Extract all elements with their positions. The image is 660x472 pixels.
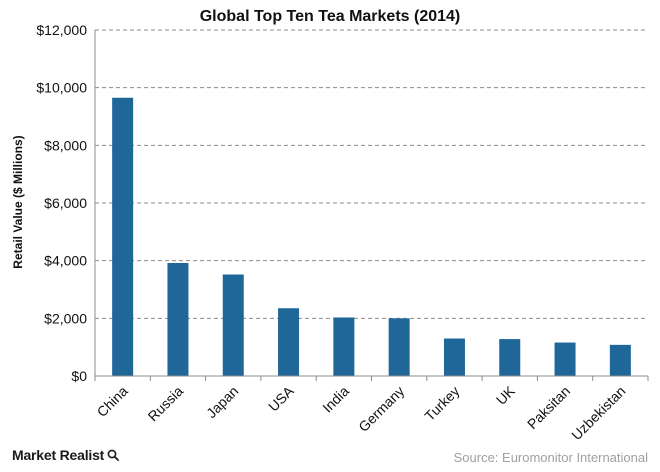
y-tick-label: $10,000 bbox=[36, 80, 87, 96]
x-tick-label: Uzbekistan bbox=[568, 383, 628, 443]
bar-china bbox=[112, 97, 134, 376]
x-tick-label: China bbox=[94, 383, 131, 420]
x-tick-label: USA bbox=[265, 382, 297, 414]
y-tick-label: $0 bbox=[71, 368, 87, 384]
bar-uzbekistan bbox=[609, 344, 631, 376]
y-tick-labels: $0 $2,000 $4,000 $6,000 $8,000 $10,000 $12,000 bbox=[36, 22, 87, 384]
x-tick-labels: China Russia Japan USA India Germany Turkey UK P… bbox=[94, 382, 629, 443]
x-tick-label: India bbox=[319, 383, 352, 416]
bar-uk bbox=[499, 339, 521, 376]
bar-germany bbox=[388, 318, 410, 376]
magnifier-icon bbox=[107, 449, 120, 461]
bar-russia bbox=[167, 262, 189, 376]
x-tick-label: UK bbox=[493, 382, 519, 408]
axes bbox=[94, 30, 649, 381]
x-tick-label: Germany bbox=[355, 383, 407, 435]
chart-title: Global Top Ten Tea Markets (2014) bbox=[200, 8, 461, 25]
bars bbox=[112, 97, 631, 376]
brand-logo: Market Realist bbox=[12, 447, 120, 463]
y-tick-label: $6,000 bbox=[44, 195, 87, 211]
x-tick-label: Paksitan bbox=[524, 383, 573, 432]
gridlines bbox=[95, 29, 648, 319]
bar-paksitan bbox=[554, 342, 576, 376]
y-tick-label: $2,000 bbox=[44, 310, 87, 326]
y-tick-label: $4,000 bbox=[44, 253, 87, 269]
bar-turkey bbox=[443, 338, 465, 376]
y-tick-label: $8,000 bbox=[44, 137, 87, 153]
bar-india bbox=[333, 317, 355, 376]
bar-japan bbox=[222, 274, 244, 376]
x-tick-label: Japan bbox=[203, 383, 241, 421]
bar-usa bbox=[278, 308, 300, 376]
x-tick-label: Turkey bbox=[421, 383, 462, 424]
x-tick-label: Russia bbox=[144, 383, 186, 425]
y-axis-label: Retail Value ($ Millions) bbox=[11, 135, 25, 268]
source-note: Source: Euromonitor International bbox=[453, 450, 648, 465]
brand-name: Market Realist bbox=[12, 447, 105, 463]
y-tick-label: $12,000 bbox=[36, 22, 87, 38]
